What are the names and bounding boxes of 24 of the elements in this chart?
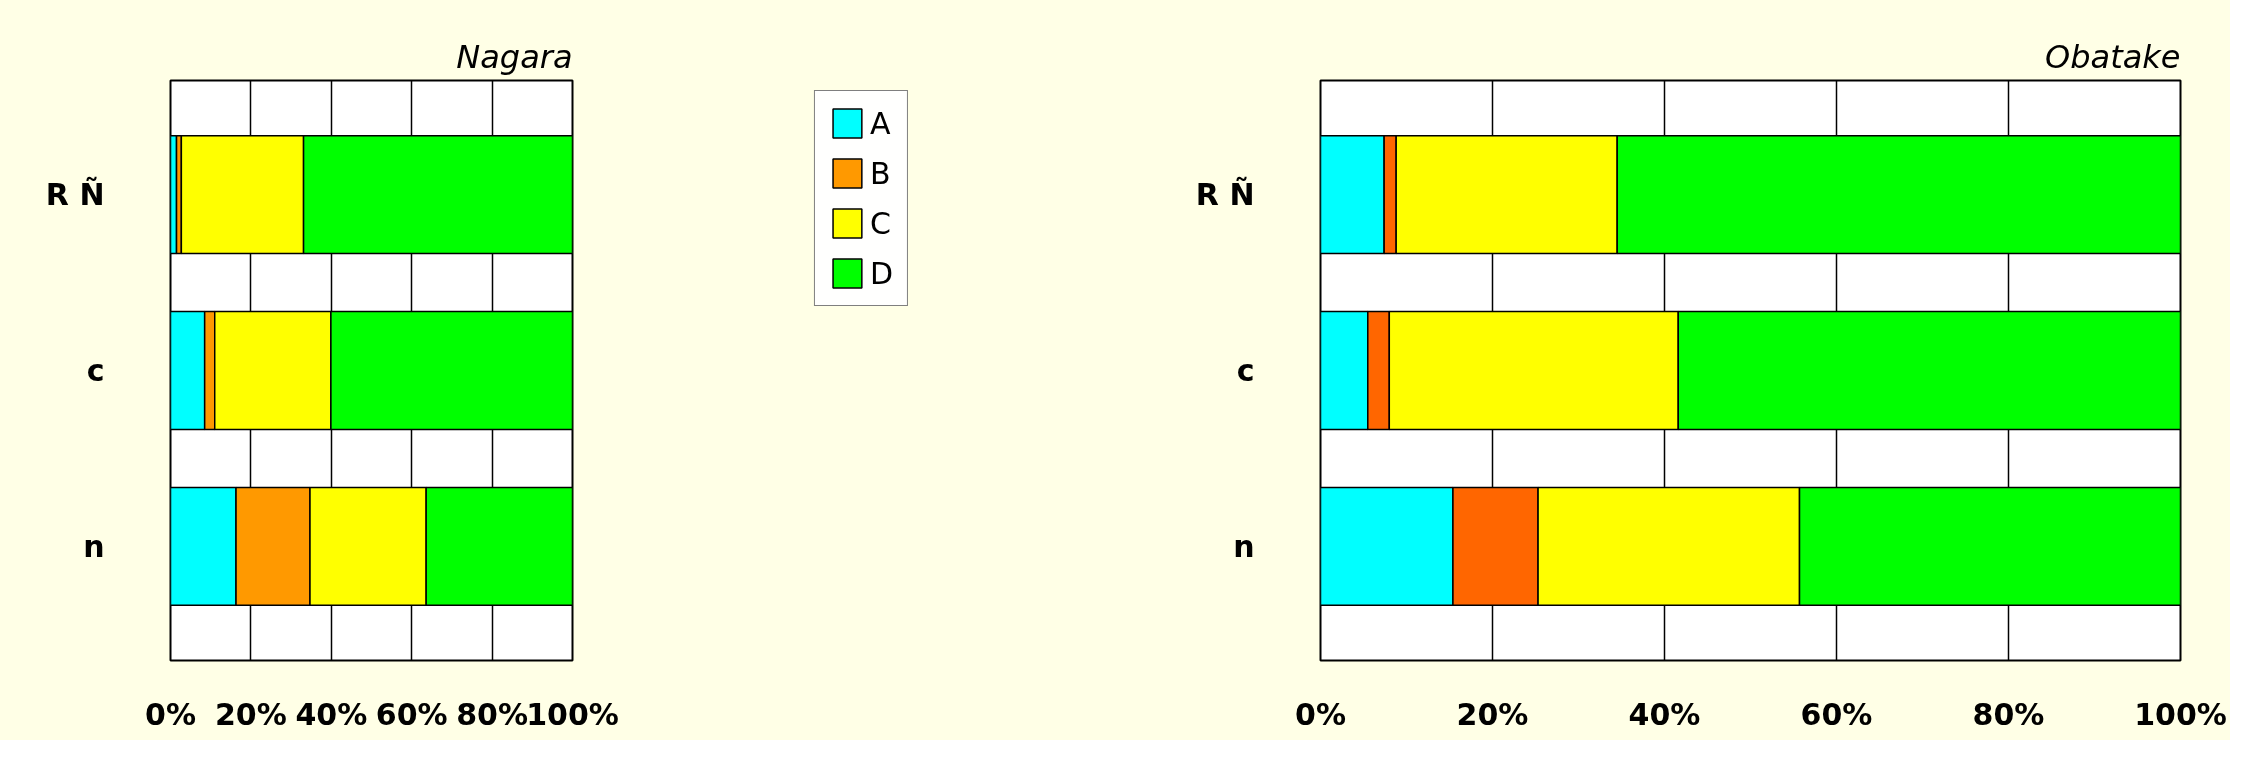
x-tick-label: 20% [215,696,287,732]
legend-label: D [869,255,894,291]
x-tick-label: 100% [526,696,619,732]
chart-title: Nagara [456,37,573,76]
legend-label: A [869,105,891,141]
y-tick-label: c [1236,353,1255,388]
x-tick-label: 0% [145,696,196,732]
x-tick-label: 0% [1295,696,1346,732]
y-tick-label: n [83,528,105,564]
x-tick-label: 60% [375,696,448,732]
legend-label: C [869,205,891,241]
x-tick-label: 60% [1800,696,1873,732]
x-tick-label: 100% [2134,696,2227,732]
x-tick-label: 40% [1628,696,1701,732]
x-tick-label: 20% [1456,696,1529,732]
y-tick-label: R Ñ [1195,176,1255,213]
y-tick-label: R Ñ [45,176,105,213]
x-tick-label: 40% [295,696,368,732]
legend-label: B [869,155,891,191]
x-tick-label: 80% [456,696,529,732]
chart-title: Obatake [2045,37,2181,76]
y-tick-label: n [1233,528,1255,564]
x-tick-label: 80% [1972,696,2045,732]
y-tick-label: c [86,353,105,388]
